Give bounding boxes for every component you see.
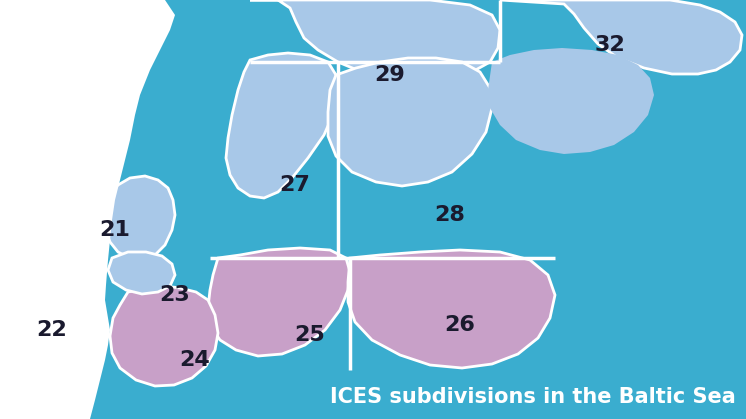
Text: 28: 28: [435, 205, 466, 225]
Polygon shape: [110, 286, 218, 386]
Polygon shape: [328, 58, 492, 186]
Polygon shape: [348, 250, 555, 368]
Polygon shape: [500, 0, 742, 74]
Polygon shape: [488, 48, 654, 154]
Polygon shape: [250, 0, 500, 80]
Text: 25: 25: [295, 325, 325, 345]
Text: 21: 21: [99, 220, 131, 240]
Text: 29: 29: [374, 65, 405, 85]
Polygon shape: [208, 248, 350, 356]
Polygon shape: [108, 252, 175, 294]
Polygon shape: [0, 275, 82, 340]
Polygon shape: [226, 53, 338, 198]
Text: 32: 32: [595, 35, 625, 55]
Text: 26: 26: [445, 315, 475, 335]
Polygon shape: [0, 0, 175, 419]
Text: ICES subdivisions in the Baltic Sea: ICES subdivisions in the Baltic Sea: [330, 387, 736, 407]
Text: 24: 24: [180, 350, 210, 370]
Text: 27: 27: [280, 175, 310, 195]
Polygon shape: [104, 176, 175, 260]
Text: 23: 23: [160, 285, 190, 305]
Text: 22: 22: [37, 320, 67, 340]
